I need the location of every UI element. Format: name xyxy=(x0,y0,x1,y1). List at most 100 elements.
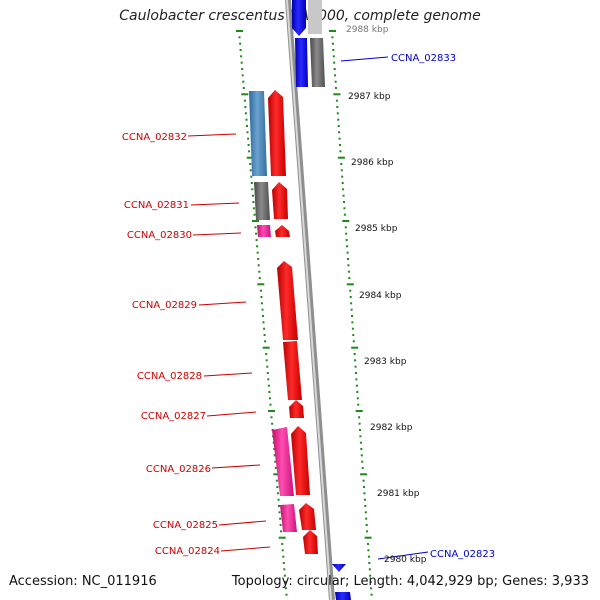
gene-02829-red[interactable] xyxy=(277,261,298,340)
inner-rail-tick xyxy=(271,422,274,425)
gene-label-02823[interactable]: CCNA_02823 xyxy=(430,549,495,560)
inner-rail-tick xyxy=(273,473,281,476)
outer-rail-tick xyxy=(365,517,368,520)
inner-rail-tick xyxy=(279,517,282,520)
inner-rail-tick xyxy=(258,270,261,273)
genome-backbone-highlight xyxy=(286,0,332,600)
gene-02830-magenta[interactable] xyxy=(257,225,271,237)
gene-02827-red[interactable] xyxy=(289,400,304,418)
gene-label-02826[interactable]: CCNA_02826 xyxy=(146,464,211,475)
inner-rail-tick xyxy=(262,346,270,349)
outer-rail-tick xyxy=(360,473,368,476)
outer-rail-tick xyxy=(355,410,363,412)
outer-rail-tick xyxy=(343,201,345,203)
outer-rail-tick xyxy=(339,144,341,146)
gene-label-02828[interactable]: CCNA_02828 xyxy=(137,371,202,382)
gene-label-02833[interactable]: CCNA_02833 xyxy=(391,53,456,64)
gene-02826-magenta[interactable] xyxy=(272,427,294,496)
gene-02826-red[interactable] xyxy=(291,426,310,495)
gene-label-02827[interactable]: CCNA_02827 xyxy=(141,411,206,422)
inner-rail-tick xyxy=(249,169,252,172)
gene-02831-gray[interactable] xyxy=(254,182,270,220)
outer-rail-tick xyxy=(332,55,335,58)
gene-label-02824[interactable]: CCNA_02824 xyxy=(155,546,220,557)
outer-rail-tick xyxy=(335,99,338,102)
leader-02824 xyxy=(220,546,271,552)
inner-rail-tick xyxy=(263,327,266,330)
outer-rail-tick xyxy=(359,435,362,438)
inner-rail-tick xyxy=(269,403,272,406)
gene-02824-red[interactable] xyxy=(303,530,318,554)
outer-rail-tick xyxy=(351,327,354,330)
gene-02831-red[interactable] xyxy=(272,182,288,219)
inner-rail-tick xyxy=(262,315,264,317)
inner-rail-tick xyxy=(256,245,259,248)
gene-label-02831[interactable]: CCNA_02831 xyxy=(124,200,189,211)
outer-rail-tick xyxy=(332,49,335,51)
outer-rail-tick xyxy=(347,264,350,267)
outer-rail-tick xyxy=(342,194,345,197)
outer-rail-tick xyxy=(357,403,360,406)
outer-rail-tick xyxy=(358,422,361,425)
outer-rail-tick xyxy=(347,270,350,273)
inner-rail-tick xyxy=(277,498,280,501)
scale-label-2984: 2984 kbp xyxy=(359,291,402,301)
outer-rail-tick xyxy=(348,277,351,279)
inner-rail-tick xyxy=(265,353,268,355)
inner-rail-tick xyxy=(257,283,265,286)
scale-label-2982: 2982 kbp xyxy=(370,423,413,433)
leader-02832 xyxy=(187,133,237,137)
outer-rail-tick xyxy=(367,543,369,545)
outer-rail-tick xyxy=(340,169,343,172)
gene-02832-red[interactable] xyxy=(268,90,286,176)
gene-02830-red[interactable] xyxy=(275,225,290,237)
inner-rail-tick xyxy=(276,486,279,488)
outer-rail-tick xyxy=(337,156,345,159)
inner-rail-tick xyxy=(278,505,280,507)
inner-rail-tick xyxy=(267,384,270,387)
inner-rail-tick xyxy=(283,568,286,571)
inner-rail-tick xyxy=(260,296,263,298)
inner-rail-tick xyxy=(283,574,286,577)
outer-rail-tick xyxy=(361,460,364,463)
inner-rail-tick xyxy=(267,378,270,381)
gene-02825-magenta[interactable] xyxy=(280,504,297,532)
gene-02832-steel[interactable] xyxy=(249,91,267,176)
gene-arrow-blue-top[interactable] xyxy=(292,0,306,36)
outer-rail-tick xyxy=(365,524,368,526)
gene-label-02825[interactable]: CCNA_02825 xyxy=(153,520,218,531)
inner-rail-tick xyxy=(266,365,269,368)
outer-rail-tick xyxy=(339,150,342,153)
outer-rail-tick xyxy=(354,365,357,368)
outer-rail-tick xyxy=(331,42,334,45)
gene-arrow-02833-blue[interactable] xyxy=(295,38,308,87)
scale-label-2987: 2987 kbp xyxy=(348,92,391,102)
inner-rail-tick xyxy=(250,182,253,184)
gene-02825-red[interactable] xyxy=(299,503,316,530)
inner-rail-tick xyxy=(264,340,267,343)
gene-arrow-gray-top[interactable] xyxy=(308,0,322,34)
outer-rail-tick xyxy=(347,258,349,260)
gene-arrow-02833-gray[interactable] xyxy=(310,38,325,87)
outer-rail-tick xyxy=(367,549,370,552)
outer-rail-tick xyxy=(334,80,337,83)
gene-02823-blue[interactable] xyxy=(332,564,346,572)
gene-label-02830[interactable]: CCNA_02830 xyxy=(127,230,192,241)
gene-label-02832[interactable]: CCNA_02832 xyxy=(122,132,187,143)
inner-rail-tick xyxy=(242,87,245,89)
gene-label-02829[interactable]: CCNA_02829 xyxy=(132,300,197,311)
gene-bottom-blue[interactable] xyxy=(335,592,351,600)
outer-rail-tick xyxy=(363,492,366,495)
outer-rail-tick xyxy=(360,448,363,450)
scale-label-2986: 2986 kbp xyxy=(351,158,394,168)
inner-rail-tick xyxy=(253,213,256,216)
outer-rail-tick xyxy=(338,131,341,134)
inner-rail-tick xyxy=(244,112,247,115)
gene-02828-red[interactable] xyxy=(283,341,302,400)
inner-rail-tick xyxy=(276,492,279,495)
outer-rail-tick xyxy=(355,378,358,381)
outer-rail-tick xyxy=(341,182,344,184)
inner-rail-tick xyxy=(268,410,275,412)
inner-rail-tick xyxy=(273,448,276,450)
scale-label-2981: 2981 kbp xyxy=(377,489,420,499)
